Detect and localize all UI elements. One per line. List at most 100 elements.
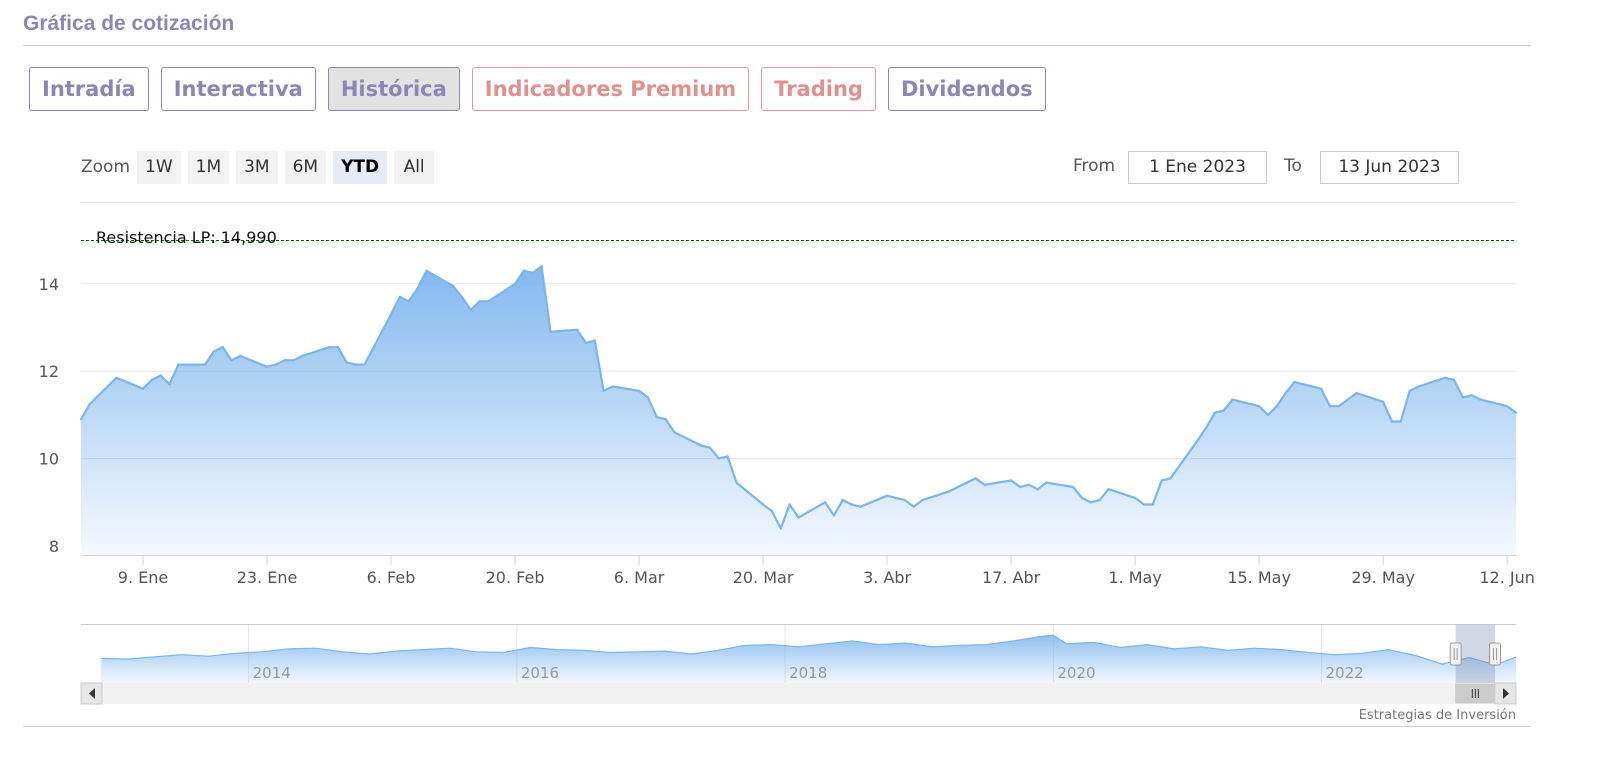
price-point — [841, 498, 844, 502]
price-point — [531, 271, 534, 275]
scrollbar-thumb[interactable] — [1455, 683, 1496, 704]
navigator-left-handle[interactable] — [1449, 642, 1462, 666]
price-point — [947, 490, 951, 493]
tab-intradia[interactable]: Intradía — [29, 67, 149, 111]
price-point — [389, 313, 393, 316]
bottom-divider — [23, 726, 1531, 727]
zoom-3m-button[interactable]: 3M — [236, 151, 278, 184]
price-point — [735, 481, 738, 484]
price-point — [575, 328, 579, 331]
y-tick-label: 8 — [49, 537, 59, 556]
price-point — [274, 363, 278, 366]
chart-tabs: Intradía Interactiva Histórica Indicador… — [29, 67, 1046, 111]
scrollbar-track[interactable] — [81, 683, 1516, 704]
price-point — [761, 503, 765, 506]
price-points — [79, 265, 1518, 530]
price-point — [150, 378, 154, 382]
x-tick-label: 20. Feb — [486, 568, 545, 587]
price-point — [159, 374, 162, 377]
y-tick-label: 14 — [39, 275, 59, 294]
price-point — [336, 346, 340, 349]
y-tick-label: 12 — [39, 362, 59, 381]
scrollbar-right-button[interactable] — [1494, 682, 1517, 705]
price-point — [1293, 380, 1296, 384]
price-point — [1328, 405, 1332, 408]
price-point — [1514, 411, 1518, 414]
scrollbar-left-button[interactable] — [80, 682, 103, 705]
price-point — [1443, 376, 1447, 379]
price-point — [1399, 420, 1403, 423]
price-point — [292, 359, 295, 362]
tab-indicadores-premium[interactable]: Indicadores Premium — [471, 67, 750, 111]
price-point — [584, 341, 588, 344]
price-point — [956, 485, 960, 489]
price-point — [1461, 396, 1465, 399]
price-point — [354, 363, 357, 366]
price-point — [549, 330, 552, 334]
price-point — [513, 282, 517, 285]
price-point — [327, 346, 331, 349]
navigator-area — [101, 635, 1517, 683]
tab-trading[interactable]: Trading — [761, 67, 876, 111]
zoom-1m-button[interactable]: 1M — [187, 151, 230, 184]
price-point — [106, 385, 109, 388]
tab-historica[interactable]: Histórica — [327, 67, 460, 111]
price-point — [1257, 405, 1261, 408]
price-point — [921, 498, 924, 502]
scrollbar-grip-icon — [1471, 689, 1479, 698]
section-title: Gráfica de cotización — [23, 12, 235, 35]
price-point — [1107, 488, 1110, 491]
zoom-1w-button[interactable]: 1W — [137, 151, 181, 184]
price-point — [602, 389, 605, 393]
navigator-year-label: 2022 — [1326, 664, 1364, 682]
price-point — [1355, 391, 1358, 395]
navigator-right-handle[interactable] — [1489, 642, 1501, 666]
navigator-year-label: 2014 — [253, 664, 291, 682]
tab-dividendos[interactable]: Dividendos — [887, 67, 1046, 111]
navigator-year-label: 2020 — [1057, 664, 1095, 682]
price-point — [460, 295, 464, 299]
price-point — [221, 346, 224, 349]
price-point — [478, 300, 481, 303]
price-point — [797, 516, 800, 519]
range-from-input[interactable]: 1 Ene 2023 — [1128, 151, 1267, 184]
price-point — [894, 496, 898, 500]
price-point — [1381, 400, 1385, 403]
tab-interactiva[interactable]: Interactiva — [160, 67, 316, 111]
price-point — [212, 350, 216, 353]
price-point — [1275, 405, 1279, 408]
price-point — [79, 418, 83, 421]
price-point — [1452, 378, 1456, 382]
price-point — [1417, 385, 1420, 388]
x-tick-label: 1. May — [1108, 568, 1161, 587]
zoom-6m-button[interactable]: 6M — [284, 151, 327, 184]
price-point — [903, 498, 906, 502]
price-point — [983, 483, 986, 486]
price-point — [637, 389, 641, 393]
price-point — [1390, 420, 1394, 423]
zoom-ytd-button[interactable]: YTD — [333, 151, 388, 184]
price-point — [283, 359, 286, 362]
title-divider — [23, 45, 1531, 46]
price-point — [141, 387, 145, 390]
price-point — [1080, 496, 1084, 500]
price-point — [177, 363, 180, 366]
price-point — [1222, 409, 1225, 412]
price-point — [469, 308, 472, 312]
price-point — [1027, 483, 1031, 486]
price-point — [1319, 387, 1323, 390]
price-point — [1098, 498, 1101, 502]
navigator-year-label: 2016 — [521, 664, 559, 682]
range-to-label: To — [1284, 156, 1302, 176]
range-to-input[interactable]: 13 Jun 2023 — [1320, 151, 1459, 184]
navigator-selection[interactable] — [1455, 625, 1495, 683]
arrow-right-icon — [1503, 688, 1509, 699]
price-point — [664, 418, 667, 421]
price-point — [1133, 496, 1137, 500]
zoom-all-button[interactable]: All — [394, 151, 435, 184]
x-axis-labels: 9. Ene 23. Ene 6. Feb 20. Feb 6. Mar 20. Mar 3… — [118, 555, 1535, 587]
price-point — [1470, 394, 1473, 397]
price-point — [203, 363, 207, 366]
price-point — [1151, 503, 1155, 506]
